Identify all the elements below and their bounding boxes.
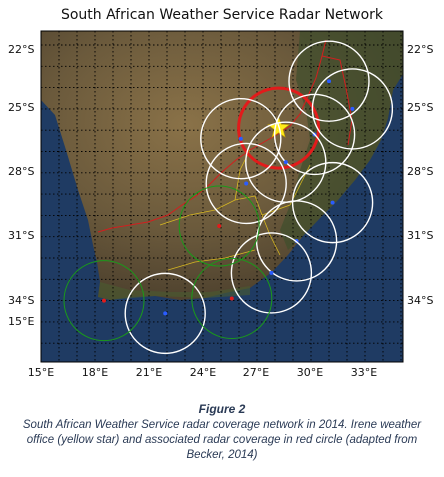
lat-label-right-28: 28°S xyxy=(407,165,434,178)
figure-label: Figure 2 xyxy=(198,402,246,416)
lon-label-24: 24°E xyxy=(189,366,217,379)
radar-coverage-circle xyxy=(200,98,282,180)
radar-site-marker xyxy=(229,296,234,301)
radar-map xyxy=(40,30,404,363)
radar-coverage-circle xyxy=(230,232,313,314)
province-borders xyxy=(159,149,311,271)
radar-coverage-circle xyxy=(124,272,206,355)
lat-label-left-34: 34°S xyxy=(8,294,35,307)
radar-site-marker xyxy=(238,136,243,141)
radar-site-marker xyxy=(283,160,288,165)
map-title: South African Weather Service Radar Netw… xyxy=(60,7,384,23)
radar-site-marker xyxy=(102,298,106,303)
lon-label-33: 33°E xyxy=(350,366,378,379)
radar-site-marker xyxy=(244,181,249,186)
radar-site-marker xyxy=(350,106,355,111)
radar-coverage-circle xyxy=(291,161,374,244)
irene-radar-coverage-circle xyxy=(237,86,321,170)
map-frame xyxy=(40,30,404,363)
extra-lon-label: 15°E xyxy=(8,315,35,328)
radar-coverage-circle xyxy=(273,93,356,176)
radar-site-marker xyxy=(217,224,222,229)
radar-coverage-circle-green xyxy=(63,260,145,342)
radar-map-figure: South African Weather Service Radar Netw… xyxy=(8,7,434,379)
radar-coverage-circle xyxy=(205,142,287,225)
lon-label-30: 30°E xyxy=(296,366,324,379)
lon-label-18: 18°E xyxy=(81,366,109,379)
lat-label-right-34: 34°S xyxy=(407,294,434,307)
lon-label-15: 15°E xyxy=(27,366,55,379)
lat-label-right-31: 31°S xyxy=(407,229,434,242)
country-border xyxy=(97,39,353,233)
radar-coverage-circle-green xyxy=(178,185,260,267)
southern-cape-vegetation xyxy=(98,282,250,300)
radar-site-marker xyxy=(330,200,335,205)
lat-label-right-22: 22°S xyxy=(407,43,434,56)
lon-label-21: 21°E xyxy=(135,366,163,379)
lat-label-left-28: 28°S xyxy=(8,165,35,178)
lon-label-27: 27°E xyxy=(242,366,270,379)
figure-caption: South African Weather Service radar cove… xyxy=(22,419,422,461)
radar-coverage-circle xyxy=(288,40,370,122)
radar-site-marker xyxy=(269,270,274,275)
radar-site-marker xyxy=(327,79,331,84)
lat-label-left-22: 22°S xyxy=(8,43,35,56)
lat-label-left-31: 31°S xyxy=(8,229,35,242)
lat-label-right-25: 25°S xyxy=(407,101,434,114)
lat-label-left-25: 25°S xyxy=(8,101,35,114)
radar-site-marker xyxy=(163,311,168,316)
radar-coverage-circle-green xyxy=(191,257,273,339)
